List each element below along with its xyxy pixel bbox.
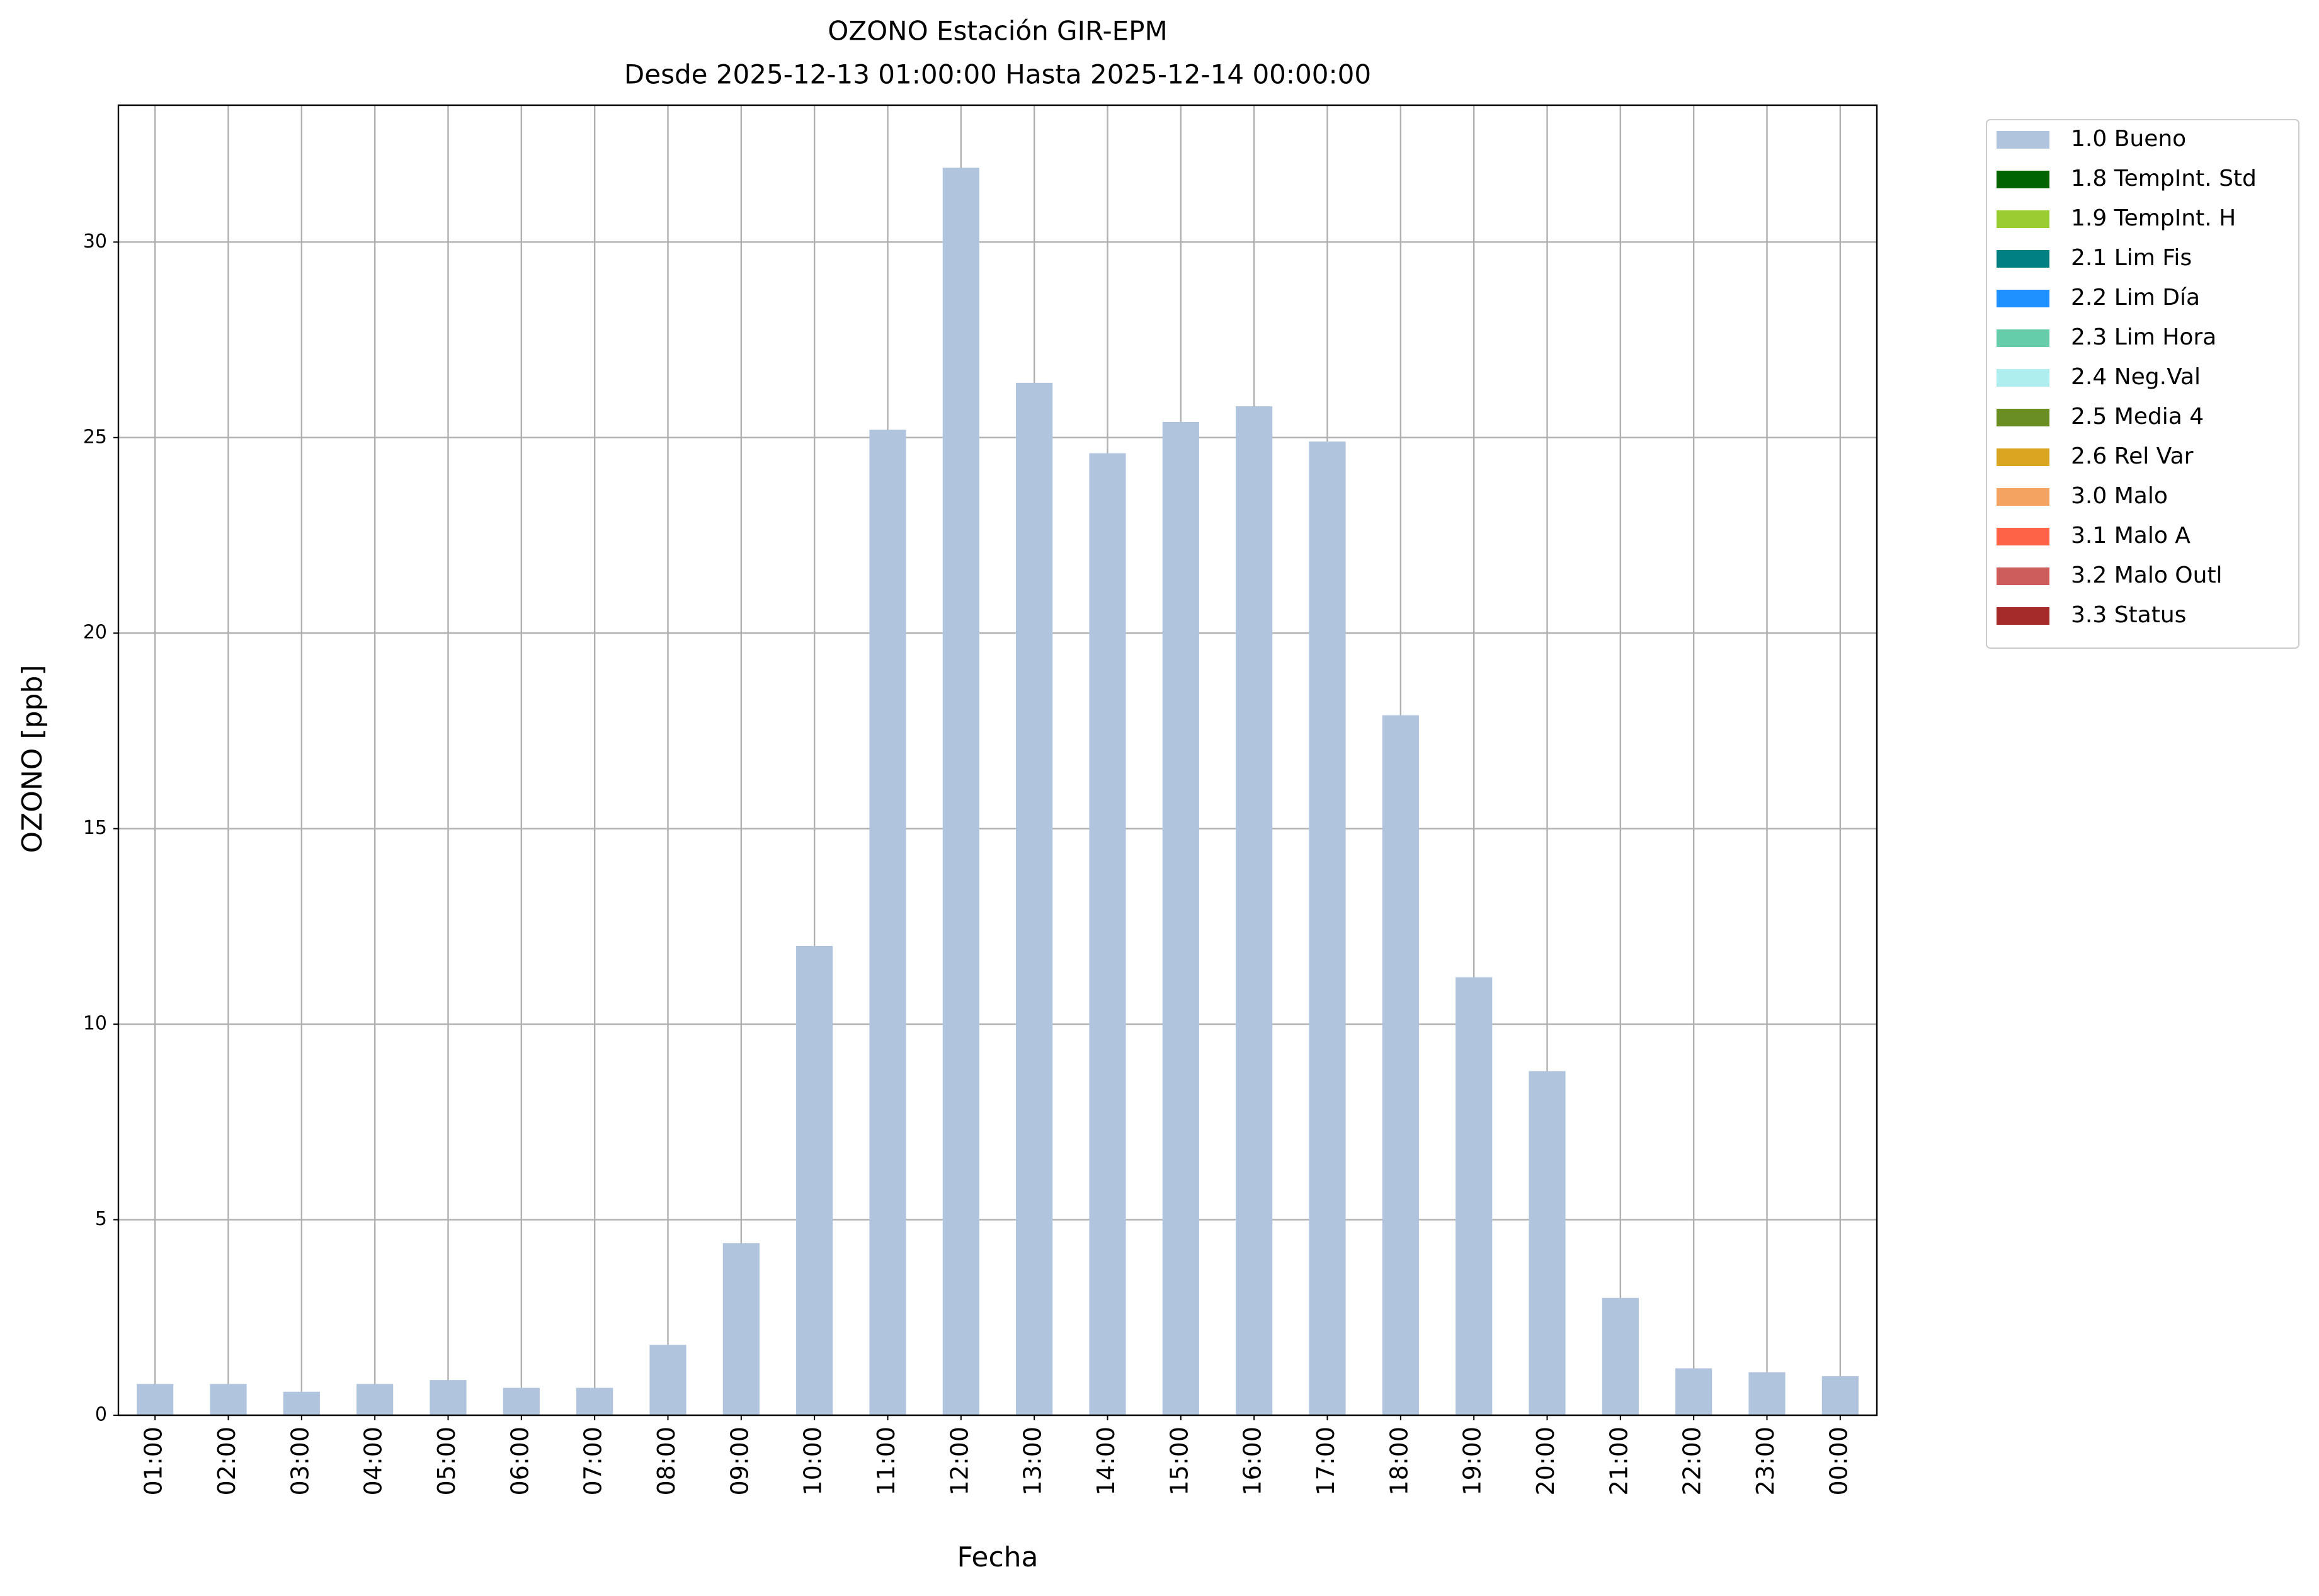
y-axis-label: OZONO [ppb] <box>16 664 48 853</box>
bar <box>1162 421 1199 1416</box>
x-tick-label: 12:00 <box>945 1427 973 1496</box>
legend-box <box>1986 119 2299 649</box>
x-tick-label: 04:00 <box>360 1427 387 1496</box>
y-tick-label: 30 <box>83 231 107 253</box>
bar <box>1016 382 1053 1415</box>
legend-swatch <box>1997 409 2049 426</box>
bar <box>356 1384 394 1415</box>
plot-frame <box>117 104 1878 1416</box>
legend-swatch <box>1997 210 2049 228</box>
bar <box>1748 1372 1786 1415</box>
legend-swatch <box>1997 290 2049 307</box>
legend-label: 3.1 Malo A <box>2071 523 2191 549</box>
bar <box>1089 453 1126 1416</box>
x-tick-label: 20:00 <box>1532 1427 1559 1496</box>
legend-label: 3.2 Malo Outl <box>2071 562 2223 588</box>
bars <box>137 168 1859 1416</box>
legend-label: 2.6 Rel Var <box>2071 443 2194 469</box>
x-tick-label: 15:00 <box>1165 1427 1193 1496</box>
legend-swatch <box>1997 448 2049 466</box>
bar <box>1236 406 1273 1415</box>
bar <box>649 1345 687 1415</box>
legend-label: 2.3 Lim Hora <box>2071 324 2216 350</box>
bar <box>722 1243 760 1415</box>
x-tick-label: 22:00 <box>1678 1427 1706 1496</box>
bar <box>1529 1071 1566 1415</box>
legend-label: 1.8 TempInt. Std <box>2071 166 2257 191</box>
legend-swatch <box>1997 171 2049 188</box>
chart-subtitle: Desde 2025-12-13 01:00:00 Hasta 2025-12-… <box>624 59 1371 90</box>
legend-label: 3.3 Status <box>2071 602 2186 628</box>
legend-swatch <box>1997 607 2049 625</box>
legend-label: 2.1 Lim Fis <box>2071 245 2192 271</box>
legend-label: 2.4 Neg.Val <box>2071 364 2201 390</box>
y-tick-label: 20 <box>83 622 107 644</box>
bar <box>942 168 979 1416</box>
bar <box>430 1380 467 1415</box>
x-tick-label: 13:00 <box>1019 1427 1047 1496</box>
legend-label: 1.9 TempInt. H <box>2071 205 2236 231</box>
x-tick-label: 09:00 <box>726 1427 753 1496</box>
bar <box>210 1384 247 1415</box>
x-tick-label: 02:00 <box>213 1427 241 1496</box>
x-tick-label: 03:00 <box>286 1427 314 1496</box>
x-tick-label: 01:00 <box>140 1427 168 1496</box>
x-tick-label: 14:00 <box>1092 1427 1120 1496</box>
x-tick-label: 18:00 <box>1385 1427 1413 1496</box>
bar <box>796 945 833 1415</box>
bar <box>1602 1297 1639 1415</box>
bar <box>283 1391 320 1415</box>
x-tick-label: 07:00 <box>579 1427 607 1496</box>
x-tick-label: 23:00 <box>1752 1427 1779 1496</box>
bar <box>1675 1368 1712 1415</box>
y-tick-label: 25 <box>83 426 107 448</box>
legend-swatch <box>1997 250 2049 268</box>
legend-swatch <box>1997 369 2049 387</box>
legend-swatch <box>1997 329 2049 347</box>
x-tick-label: 17:00 <box>1312 1427 1340 1496</box>
legend-swatch <box>1997 528 2049 545</box>
bar <box>869 430 906 1415</box>
bar <box>576 1388 613 1415</box>
legend-label: 3.0 Malo <box>2071 483 2168 509</box>
bar <box>1456 977 1493 1415</box>
y-tick-label: 5 <box>95 1208 107 1230</box>
bar <box>503 1388 540 1415</box>
y-tick-label: 15 <box>83 817 107 839</box>
x-tick-label: 11:00 <box>872 1427 900 1496</box>
bar <box>1382 715 1419 1415</box>
legend-swatch <box>1997 567 2049 585</box>
y-tick-label: 0 <box>95 1404 107 1426</box>
grid <box>118 105 1877 1416</box>
x-tick-label: 05:00 <box>433 1427 460 1496</box>
legend-swatch <box>1997 488 2049 506</box>
legend-swatch <box>1997 131 2049 149</box>
x-tick-label: 06:00 <box>506 1427 533 1496</box>
legend-label: 2.5 Media 4 <box>2071 404 2204 430</box>
bar <box>137 1384 174 1415</box>
x-axis-label: Fecha <box>957 1541 1038 1573</box>
chart-title: OZONO Estación GIR-EPM <box>828 16 1167 47</box>
x-tick-label: 10:00 <box>799 1427 827 1496</box>
x-tick-label: 16:00 <box>1239 1427 1267 1496</box>
x-tick-label: 21:00 <box>1605 1427 1632 1496</box>
legend-label: 2.2 Lim Día <box>2071 285 2200 311</box>
x-tick-label: 08:00 <box>652 1427 680 1496</box>
bar <box>1821 1376 1859 1415</box>
y-tick-label: 10 <box>83 1013 107 1035</box>
x-tick-label: 00:00 <box>1825 1427 1852 1496</box>
x-tick-label: 19:00 <box>1459 1427 1486 1496</box>
bar <box>1309 441 1346 1415</box>
legend-label: 1.0 Bueno <box>2071 126 2186 152</box>
